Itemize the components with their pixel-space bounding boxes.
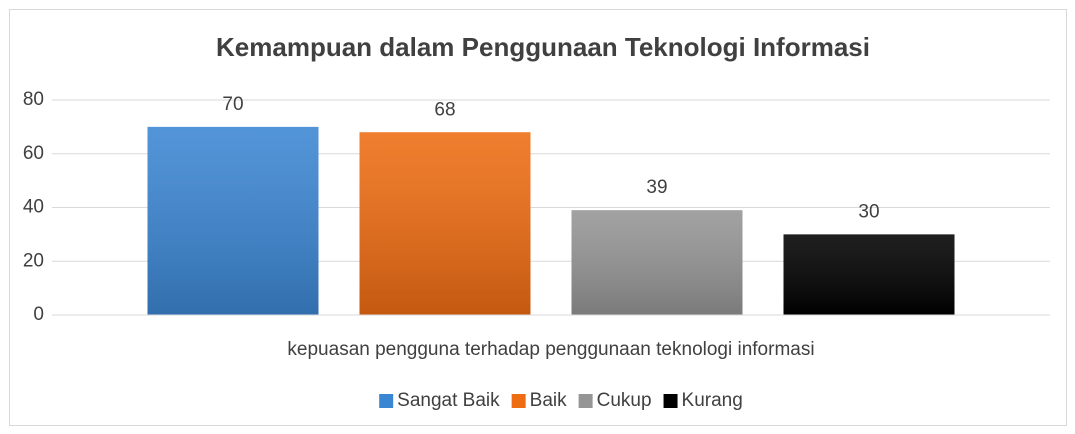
legend-swatch: [379, 394, 394, 408]
legend-label: Cukup: [597, 390, 652, 411]
y-tick-label: 40: [23, 197, 44, 218]
bar: [783, 234, 955, 315]
legend-swatch: [578, 394, 593, 408]
legend-label: Kurang: [682, 390, 743, 411]
legend-label: Sangat Baik: [397, 390, 500, 411]
legend-swatch: [663, 394, 678, 408]
data-label: 68: [434, 99, 455, 120]
data-label: 70: [222, 94, 243, 115]
y-tick-label: 60: [23, 143, 44, 164]
bar: [359, 132, 531, 315]
y-tick-label: 0: [33, 304, 44, 325]
chart-title: Kemampuan dalam Penggunaan Teknologi Inf…: [216, 32, 870, 62]
data-label: 39: [646, 177, 667, 198]
legend-swatch: [511, 394, 526, 408]
x-tick-label: kepuasan pengguna terhadap penggunaan te…: [287, 339, 814, 360]
data-label: 30: [858, 201, 879, 222]
bar: [147, 126, 319, 315]
y-tick-label: 20: [23, 250, 44, 271]
legend-label: Baik: [530, 390, 567, 411]
bar: [571, 210, 743, 315]
y-tick-label: 80: [23, 89, 44, 110]
